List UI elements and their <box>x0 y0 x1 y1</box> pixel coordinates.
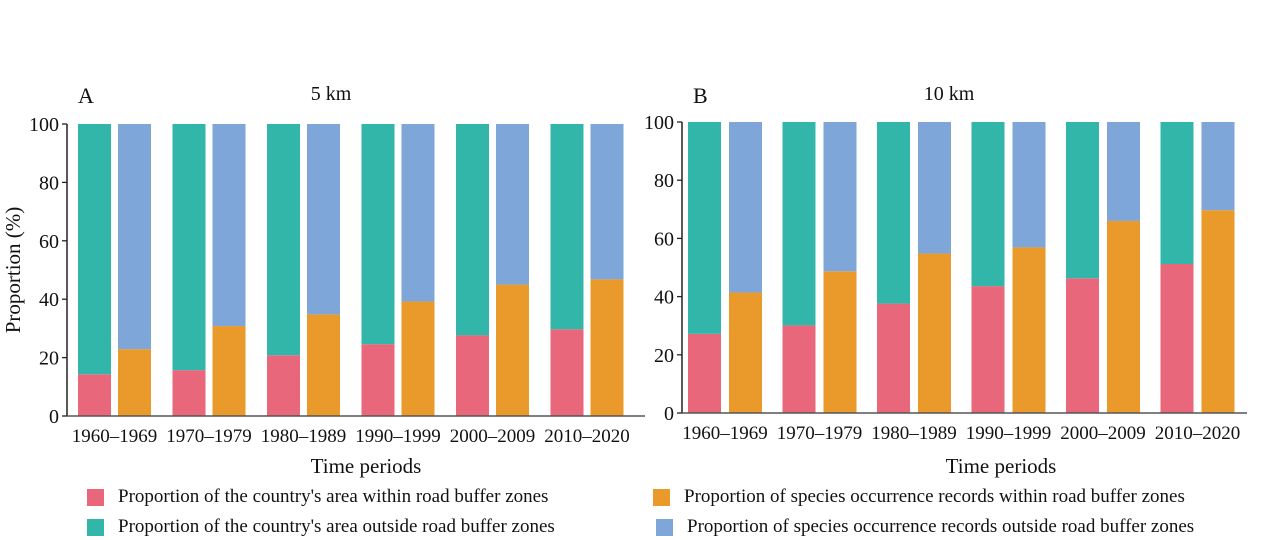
bar-records-outside <box>1201 122 1235 211</box>
bar-area-outside <box>1160 122 1194 265</box>
bar-area-outside <box>78 124 111 375</box>
bar-records-within <box>1107 220 1140 413</box>
legend-swatch <box>653 488 670 506</box>
y-tick-label: 20 <box>654 345 674 367</box>
legend-item-area-outside: Proportion of the country's area outside… <box>87 516 555 538</box>
y-tick-label: 60 <box>654 228 674 250</box>
x-tick-label: 1980–1989 <box>871 423 957 444</box>
x-tick-label: 1960–1969 <box>72 426 158 447</box>
bar-area-within <box>550 329 584 416</box>
y-tick-label: 80 <box>39 172 59 194</box>
bar-area-within <box>172 370 206 416</box>
bar-records-outside <box>590 124 624 280</box>
bar-area-outside <box>267 124 300 356</box>
legend-item-records-within: Proportion of species occurrence records… <box>653 486 1185 508</box>
bar-area-within <box>1066 278 1099 413</box>
x-tick-label: 1990–1999 <box>966 423 1052 444</box>
legend-item-records-outside: Proportion of species occurrence records… <box>656 516 1194 538</box>
bar-records-within <box>212 326 246 416</box>
panel-title: 10 km <box>924 83 975 105</box>
legend-label: Proportion of the country's area outside… <box>118 516 555 537</box>
bar-area-outside <box>971 122 1005 287</box>
x-tick-label: 2010–2020 <box>544 426 630 447</box>
bar-records-within <box>729 292 762 413</box>
y-tick-label: 0 <box>664 403 674 425</box>
bar-records-outside <box>496 124 529 285</box>
y-axis-label: Proportion (%) <box>1 207 25 334</box>
y-tick-label: 20 <box>39 348 59 370</box>
y-tick-label: 40 <box>654 287 674 309</box>
bar-records-outside <box>118 124 151 350</box>
x-tick-label: 2000–2009 <box>450 426 536 447</box>
bar-area-within <box>877 303 910 413</box>
bar-records-outside <box>1012 122 1046 248</box>
bar-records-within <box>590 279 624 416</box>
legend-swatch <box>87 488 104 506</box>
legend-swatch <box>656 518 673 536</box>
bar-records-outside <box>729 122 762 293</box>
bar-records-within <box>496 284 529 416</box>
x-tick-label: 1970–1979 <box>777 423 863 444</box>
y-tick-label: 100 <box>644 112 674 134</box>
bar-area-within <box>782 325 816 413</box>
x-axis-label: Time periods <box>311 454 422 478</box>
bar-area-within <box>456 335 489 416</box>
x-tick-label: 1980–1989 <box>261 426 347 447</box>
bar-area-within <box>267 355 300 416</box>
bar-records-within <box>823 271 857 413</box>
bar-area-outside <box>782 122 816 326</box>
bar-records-outside <box>307 124 340 315</box>
x-axis-label: Time periods <box>946 454 1057 478</box>
y-tick-label: 60 <box>39 231 59 253</box>
bar-records-within <box>307 314 340 416</box>
y-tick-label: 40 <box>39 289 59 311</box>
bar-records-outside <box>1107 122 1140 221</box>
bar-area-outside <box>172 124 206 371</box>
panel-letter: A <box>78 83 94 108</box>
bar-records-within <box>918 253 951 413</box>
legend-item-area-within: Proportion of the country's area within … <box>87 486 548 508</box>
panel-letter: B <box>693 83 708 108</box>
legend-label: Proportion of species occurrence records… <box>687 516 1195 537</box>
bar-area-outside <box>688 122 721 334</box>
bar-area-outside <box>361 124 395 345</box>
legend-label: Proportion of the country's area within … <box>118 486 549 507</box>
bar-area-within <box>361 344 395 416</box>
bar-area-outside <box>550 124 584 330</box>
bar-records-within <box>1012 247 1046 413</box>
bar-area-outside <box>877 122 910 304</box>
y-tick-label: 0 <box>49 406 59 428</box>
bar-records-outside <box>918 122 951 254</box>
bar-area-within <box>78 374 111 416</box>
bar-records-within <box>118 349 151 416</box>
bar-records-outside <box>212 124 246 327</box>
y-tick-label: 100 <box>29 114 59 136</box>
x-tick-label: 1970–1979 <box>166 426 252 447</box>
bar-area-outside <box>1066 122 1099 279</box>
bar-records-within <box>1201 210 1235 413</box>
x-tick-label: 1960–1969 <box>682 423 768 444</box>
x-tick-label: 1990–1999 <box>355 426 441 447</box>
legend-label: Proportion of species occurrence records… <box>684 486 1185 507</box>
bar-area-within <box>1160 264 1194 413</box>
bar-records-within <box>401 301 435 416</box>
y-tick-label: 80 <box>654 170 674 192</box>
bar-records-outside <box>401 124 435 302</box>
bar-area-within <box>971 286 1005 413</box>
panel-title: 5 km <box>311 83 352 105</box>
x-tick-label: 2000–2009 <box>1060 423 1146 444</box>
bar-records-outside <box>823 122 857 272</box>
bar-area-outside <box>456 124 489 336</box>
legend-swatch <box>87 518 104 536</box>
x-tick-label: 2010–2020 <box>1155 423 1241 444</box>
bar-area-within <box>688 333 721 413</box>
